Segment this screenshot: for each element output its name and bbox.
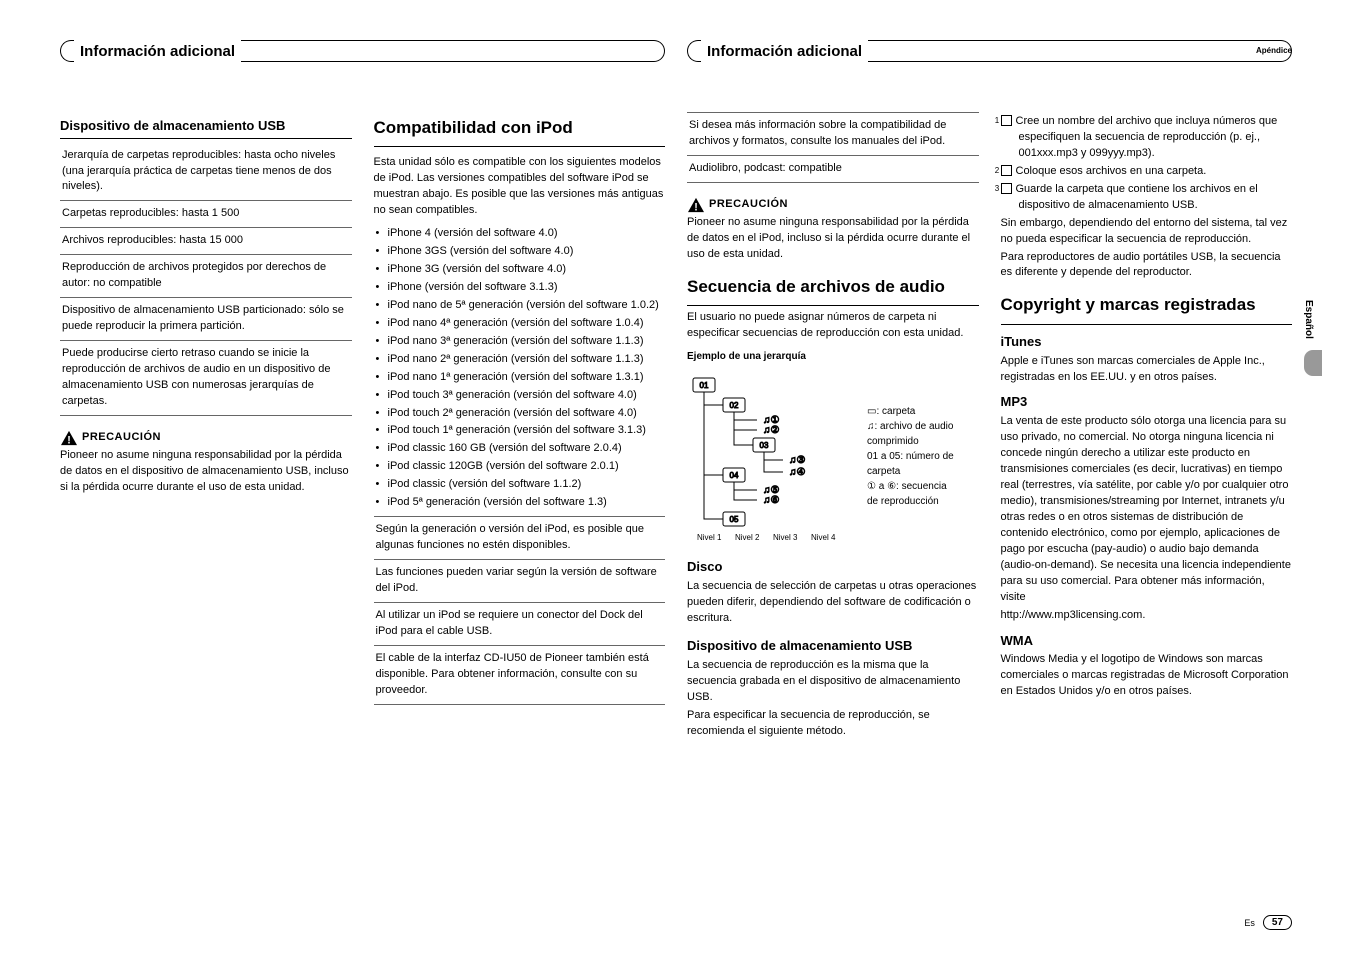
svg-text:♫③: ♫③ — [789, 455, 806, 466]
copyright-heading: Copyright y marcas registradas — [1001, 295, 1293, 315]
after-steps-text: Sin embargo, dependiendo del entorno del… — [1001, 216, 1293, 248]
table-row: Al utilizar un iPod se requiere un conec… — [374, 603, 666, 646]
step-item: 2Coloque esos archivos en una carpeta. — [1001, 164, 1293, 180]
list-item: iPod nano 1ª generación (versión del sof… — [388, 369, 666, 387]
ipod-list: iPhone 4 (versión del software 4.0) iPho… — [374, 225, 666, 512]
svg-text:Nivel 3: Nivel 3 — [773, 533, 798, 542]
table-row: Dispositivo de almacenamiento USB partic… — [60, 298, 352, 341]
table-row: Si desea más información sobre la compat… — [687, 112, 979, 156]
table-row: Archivos reproducibles: hasta 15 000 — [60, 228, 352, 255]
page-number: 57 — [1263, 915, 1292, 930]
usb-heading: Dispositivo de almacenamiento USB — [60, 118, 352, 134]
svg-text:♫⑥: ♫⑥ — [763, 495, 780, 506]
step-item: 3Guarde la carpeta que contiene los arch… — [1001, 182, 1293, 214]
section-header-left: Información adicional — [60, 40, 665, 62]
list-item: iPod classic (versión del software 1.1.2… — [388, 476, 666, 494]
warning-label: PRECAUCIÓN — [82, 430, 161, 446]
audio-seq-heading: Secuencia de archivos de audio — [687, 277, 979, 297]
itunes-text: Apple e iTunes son marcas comerciales de… — [1001, 354, 1293, 386]
svg-text:!: ! — [67, 434, 71, 446]
svg-text:Nivel 4: Nivel 4 — [811, 533, 836, 542]
svg-text:02: 02 — [730, 401, 739, 410]
mp3-url: http://www.mp3licensing.com. — [1001, 608, 1293, 624]
appendix-label: Apéndice — [1256, 46, 1292, 55]
table-row: Audiolibro, podcast: compatible — [687, 156, 979, 183]
itunes-heading: iTunes — [1001, 333, 1293, 352]
mp3-heading: MP3 — [1001, 393, 1293, 412]
warning-text: Pioneer no asume ninguna responsabilidad… — [687, 215, 979, 263]
list-item: iPod touch 2ª generación (versión del so… — [388, 405, 666, 423]
svg-text:01: 01 — [700, 381, 709, 390]
warning-icon: ! — [60, 430, 78, 446]
list-item: iPod nano de 5ª generación (versión del … — [388, 297, 666, 315]
list-item: iPhone 3GS (versión del software 4.0) — [388, 243, 666, 261]
language-tab: Español — [1303, 300, 1314, 339]
list-item: iPod nano 2ª generación (versión del sof… — [388, 351, 666, 369]
list-item: iPod nano 4ª generación (versión del sof… — [388, 315, 666, 333]
usb-seq-heading: Dispositivo de almacenamiento USB — [687, 637, 979, 656]
table-row: Según la generación o versión del iPod, … — [374, 517, 666, 560]
list-item: iPhone 3G (versión del software 4.0) — [388, 261, 666, 279]
usb-seq-text2: Para especificar la secuencia de reprodu… — [687, 708, 979, 740]
svg-text:Nivel 1: Nivel 1 — [697, 533, 722, 542]
list-item: iPhone 4 (versión del software 4.0) — [388, 225, 666, 243]
example-label: Ejemplo de una jerarquía — [687, 350, 979, 365]
thumb-tab — [1304, 350, 1322, 376]
warning-text: Pioneer no asume ninguna responsabilidad… — [60, 448, 352, 496]
warning-icon: ! — [687, 197, 705, 213]
mp3-text: La venta de este producto sólo otorga un… — [1001, 414, 1293, 605]
section-title: Información adicional — [74, 43, 241, 60]
list-item: iPod nano 3ª generación (versión del sof… — [388, 333, 666, 351]
disco-text: La secuencia de selección de carpetas u … — [687, 579, 979, 627]
wma-heading: WMA — [1001, 632, 1293, 651]
table-row: El cable de la interfaz CD-IU50 de Pione… — [374, 646, 666, 705]
section-title: Información adicional — [701, 43, 868, 60]
table-row: Reproducción de archivos protegidos por … — [60, 255, 352, 298]
after-steps-text2: Para reproductores de audio portátiles U… — [1001, 250, 1293, 282]
svg-text:♫④: ♫④ — [789, 467, 806, 478]
table-row: Puede producirse cierto retraso cuando s… — [60, 341, 352, 416]
svg-text:♫②: ♫② — [763, 425, 780, 436]
page-footer: Es 57 — [1244, 915, 1292, 930]
table-row: Las funciones pueden variar según la ver… — [374, 560, 666, 603]
list-item: iPod touch 3ª generación (versión del so… — [388, 387, 666, 405]
warning-label: PRECAUCIÓN — [709, 197, 788, 213]
table-row: Jerarquía de carpetas reproducibles: has… — [60, 143, 352, 202]
list-item: iPod classic 160 GB (versión del softwar… — [388, 440, 666, 458]
ipod-heading: Compatibilidad con iPod — [374, 118, 666, 138]
svg-text:03: 03 — [760, 441, 769, 450]
section-header-right: Información adicional — [687, 40, 1292, 62]
svg-text:04: 04 — [730, 471, 739, 480]
list-item: iPod 5ª generación (versión del software… — [388, 494, 666, 512]
wma-text: Windows Media y el logotipo de Windows s… — [1001, 652, 1293, 700]
table-row: Carpetas reproducibles: hasta 1 500 — [60, 201, 352, 228]
hierarchy-diagram: 01 02 03 04 05 ♫① ♫② ♫③ ♫④ — [687, 372, 857, 542]
hierarchy-legend: ▭: carpeta ♫: archivo de audio comprimid… — [867, 404, 979, 509]
svg-text:Nivel 2: Nivel 2 — [735, 533, 760, 542]
column-3: Si desea más información sobre la compat… — [687, 112, 979, 742]
ipod-intro: Esta unidad sólo es compatible con los s… — [374, 151, 666, 225]
usb-seq-text: La secuencia de reproducción es la misma… — [687, 658, 979, 706]
column-1: Dispositivo de almacenamiento USB Jerarq… — [60, 112, 352, 742]
list-item: iPod classic 120GB (versión del software… — [388, 458, 666, 476]
audio-file-icon: ♫ — [867, 421, 875, 432]
svg-text:05: 05 — [730, 515, 739, 524]
list-item: iPod touch 1ª generación (versión del so… — [388, 422, 666, 440]
column-4: 1Cree un nombre del archivo que incluya … — [1001, 112, 1293, 742]
footer-lang: Es — [1244, 918, 1255, 928]
step-item: 1Cree un nombre del archivo que incluya … — [1001, 114, 1293, 162]
column-2: Compatibilidad con iPod Esta unidad sólo… — [374, 112, 666, 742]
svg-text:!: ! — [694, 201, 698, 213]
list-item: iPhone (versión del software 3.1.3) — [388, 279, 666, 297]
audio-seq-text: El usuario no puede asignar números de c… — [687, 310, 979, 342]
disco-heading: Disco — [687, 558, 979, 577]
